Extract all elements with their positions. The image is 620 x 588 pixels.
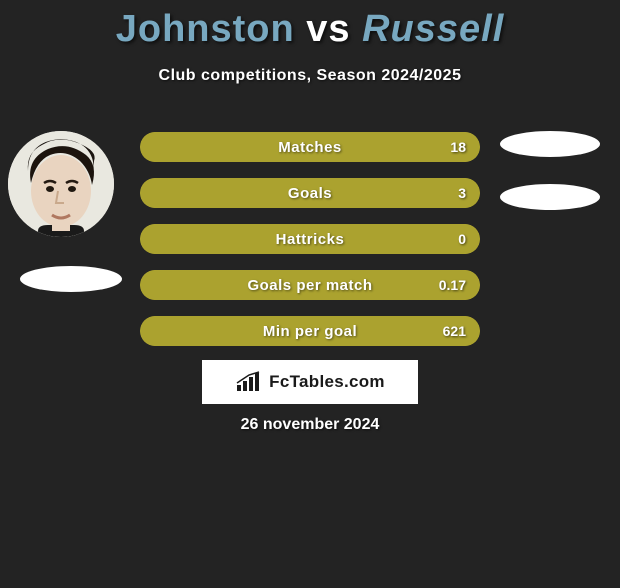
player2-name: Russell (362, 8, 504, 50)
stat-value: 18 (450, 132, 466, 162)
face-icon (8, 131, 114, 237)
stat-label: Goals per match (140, 270, 480, 300)
stat-label: Goals (140, 178, 480, 208)
player1-no-photo-placeholder (20, 266, 122, 292)
brand-badge: FcTables.com (202, 360, 418, 404)
footer-date: 26 november 2024 (0, 416, 620, 434)
player2-no-photo-placeholder-2 (500, 184, 600, 210)
stat-value: 621 (443, 316, 466, 346)
stat-row: Matches18 (140, 132, 480, 162)
player1-name: Johnston (116, 8, 295, 50)
stat-row: Min per goal621 (140, 316, 480, 346)
stat-value: 0 (458, 224, 466, 254)
stat-label: Matches (140, 132, 480, 162)
stat-value: 0.17 (439, 270, 466, 300)
stat-value: 3 (458, 178, 466, 208)
vs-separator: vs (306, 8, 350, 50)
subtitle: Club competitions, Season 2024/2025 (0, 67, 620, 85)
stats-panel: Matches18 Goals3 Hattricks0 Goals per match… (140, 132, 480, 362)
stat-row: Hattricks0 (140, 224, 480, 254)
bar-chart-icon (235, 371, 263, 393)
player2-no-photo-placeholder-1 (500, 131, 600, 157)
stat-label: Min per goal (140, 316, 480, 346)
comparison-title: Johnston vs Russell (0, 8, 620, 51)
stat-row: Goals3 (140, 178, 480, 208)
stat-row: Goals per match0.17 (140, 270, 480, 300)
player1-avatar (8, 131, 114, 237)
brand-text: FcTables.com (269, 372, 385, 392)
stat-label: Hattricks (140, 224, 480, 254)
